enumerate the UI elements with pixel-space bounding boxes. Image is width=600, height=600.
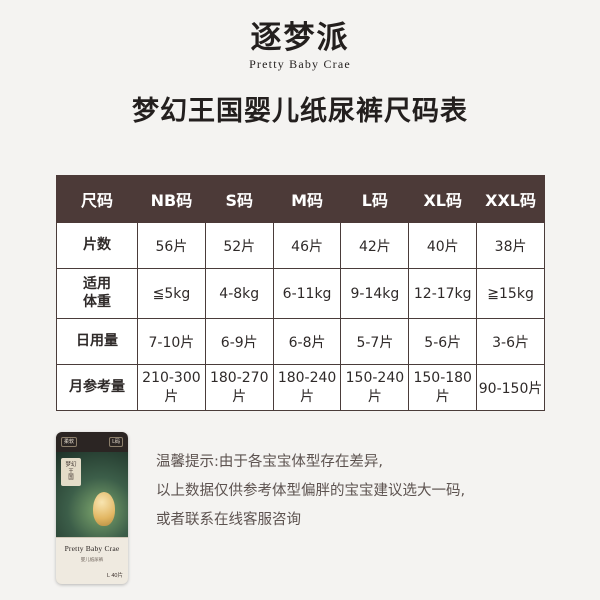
row-label-monthly: 月参考量: [56, 364, 138, 411]
row-label-weight-line2: 体重: [83, 293, 111, 310]
cell-daily-xxl: 3-6片: [476, 318, 545, 365]
cell-monthly-l: 150-240片: [340, 364, 410, 411]
cell-daily-s: 6-9片: [204, 318, 274, 365]
tip-note: 温馨提示:由于各宝宝体型存在差异, 以上数据仅供参考体型偏胖的宝宝建议选大一码,…: [156, 432, 465, 535]
table-header-cell-5: XL码: [408, 175, 478, 223]
table-header-cell-3: M码: [272, 175, 342, 223]
table-header-cell-1: NB码: [137, 175, 206, 223]
cell-weight-m: 6-11kg: [272, 268, 342, 319]
row-label-count: 片数: [56, 222, 138, 269]
table-header: 尺码 NB码 S码 M码 L码 XL码 XXL码: [56, 175, 545, 223]
row-label-daily: 日用量: [56, 318, 138, 365]
table-header-cell-0: 尺码: [56, 175, 138, 223]
row-label-weight-line1: 适用: [83, 276, 111, 292]
cell-monthly-s: 180-270片: [204, 364, 274, 411]
size-table: 尺码 NB码 S码 M码 L码 XL码 XXL码 片数 56片 52片 46片 …: [56, 175, 545, 411]
cell-daily-m: 6-8片: [272, 318, 342, 365]
table-header-cell-6: XXL码: [476, 175, 545, 223]
cell-daily-nb: 7-10片: [137, 318, 206, 365]
cell-weight-xxl: ≧15kg: [476, 268, 545, 319]
cell-monthly-xxl: 90-150片: [476, 364, 545, 411]
table-row: 片数 56片 52片 46片 42片 40片 38片: [56, 222, 545, 269]
cell-monthly-xl: 150-180片: [408, 364, 478, 411]
cell-daily-xl: 5-6片: [408, 318, 478, 365]
cell-daily-l: 5-7片: [340, 318, 410, 365]
package-brand-en: Pretty Baby Crae: [64, 544, 120, 553]
table-row: 适用 体重 ≦5kg 4-8kg 6-11kg 9-14kg 12-17kg ≧…: [56, 268, 545, 319]
brand-name-en: Pretty Baby Crae: [249, 56, 351, 71]
package-badge: 梦幻 王 国: [61, 458, 81, 486]
cell-count-xl: 40片: [408, 222, 478, 269]
size-table-wrapper: 尺码 NB码 S码 M码 L码 XL码 XXL码 片数 56片 52片 46片 …: [56, 175, 545, 411]
table-header-cell-4: L码: [340, 175, 410, 223]
cell-count-s: 52片: [204, 222, 274, 269]
package-size-label: L 40片: [106, 573, 123, 579]
table-header-row: 尺码 NB码 S码 M码 L码 XL码 XXL码: [56, 175, 545, 223]
product-package-image: 柔软 L码 梦幻 王 国 Pretty Baby Crae 婴儿纸尿裤 L 40…: [56, 432, 128, 584]
table-row: 日用量 7-10片 6-9片 6-8片 5-7片 5-6片 3-6片: [56, 318, 545, 365]
package-badge-line3: 国: [68, 475, 74, 482]
package-chip-right: L码: [109, 437, 123, 447]
bottom-section: 柔软 L码 梦幻 王 国 Pretty Baby Crae 婴儿纸尿裤 L 40…: [56, 432, 556, 584]
cell-weight-xl: 12-17kg: [408, 268, 478, 319]
row-label-weight: 适用 体重: [56, 268, 138, 319]
package-badge-line2: 王: [68, 468, 74, 475]
cell-weight-l: 9-14kg: [340, 268, 410, 319]
package-top-band: 柔软 L码: [56, 432, 128, 452]
cell-monthly-m: 180-240片: [272, 364, 342, 411]
cell-weight-s: 4-8kg: [204, 268, 274, 319]
cell-monthly-nb: 210-300片: [137, 364, 206, 411]
tip-note-line1: 温馨提示:由于各宝宝体型存在差异,: [156, 454, 383, 470]
table-body: 片数 56片 52片 46片 42片 40片 38片 适用 体重 ≦5kg 4-…: [56, 222, 545, 411]
table-row: 月参考量 210-300片 180-270片 180-240片 150-240片…: [56, 364, 545, 411]
cell-count-l: 42片: [340, 222, 410, 269]
cell-weight-nb: ≦5kg: [137, 268, 206, 319]
brand-logo: 逐梦派 Pretty Baby Crae: [0, 0, 600, 72]
cell-count-xxl: 38片: [476, 222, 545, 269]
table-header-cell-2: S码: [204, 175, 274, 223]
cell-count-nb: 56片: [137, 222, 206, 269]
package-chip-left: 柔软: [61, 437, 78, 447]
package-subtitle: 婴儿纸尿裤: [80, 557, 104, 562]
cell-count-m: 46片: [272, 222, 342, 269]
package-bottom-band: Pretty Baby Crae 婴儿纸尿裤 L 40片: [56, 537, 128, 584]
package-badge-line1: 梦幻: [65, 462, 77, 469]
page-title: 梦幻王国婴儿纸尿裤尺码表: [132, 95, 468, 127]
tip-note-line3: 或者联系在线客服咨询: [156, 512, 301, 528]
tip-note-line2: 以上数据仅供参考体型偏胖的宝宝建议选大一码,: [156, 483, 466, 499]
brand-name-cn: 逐梦派: [250, 20, 350, 56]
